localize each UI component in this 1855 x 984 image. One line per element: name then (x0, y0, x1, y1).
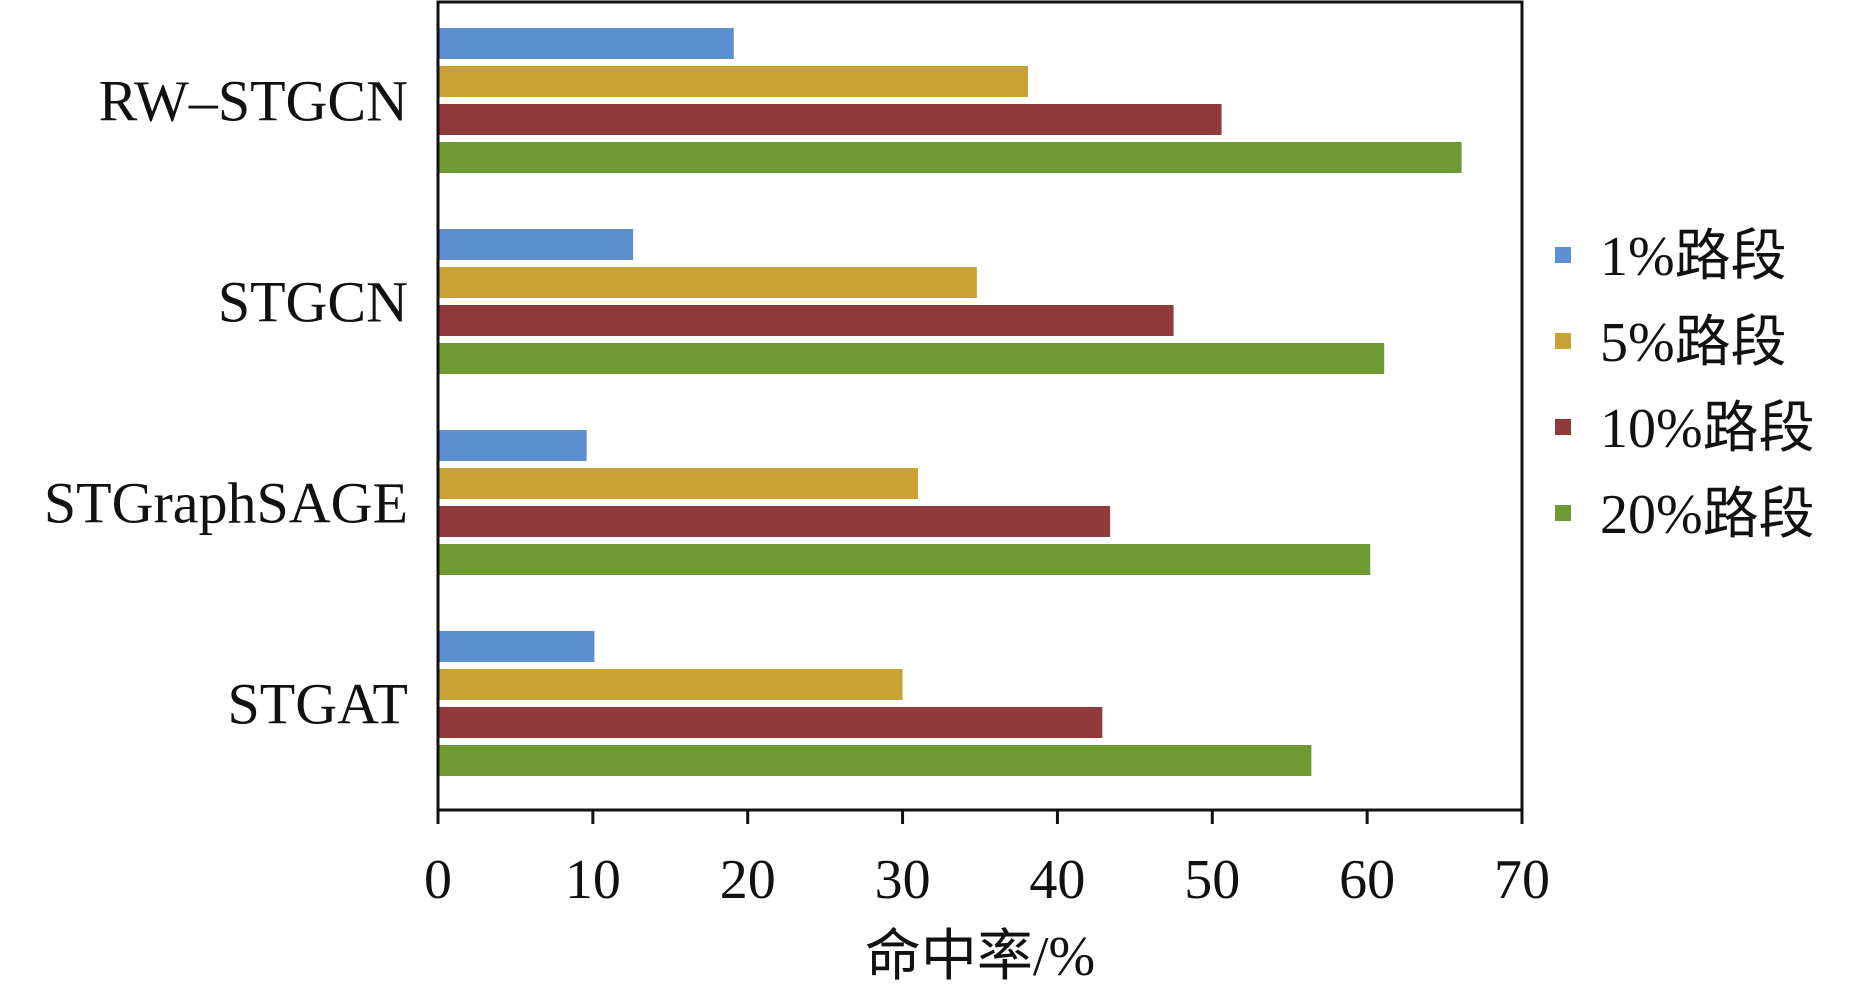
legend-swatch (1555, 247, 1571, 263)
bar-stgcn-series-4 (438, 343, 1385, 374)
bar-stgcn-series-2 (438, 267, 977, 298)
bar-rw-stgcn-series-2 (438, 66, 1029, 97)
legend-label: 20%路段 (1600, 484, 1815, 546)
x-tick-label: 40 (1029, 849, 1085, 911)
bar-stgat-series-2 (438, 669, 903, 700)
bar-rw-stgcn-series-3 (438, 104, 1222, 135)
legend-label: 10%路段 (1600, 398, 1815, 460)
bar-stgat-series-3 (438, 707, 1103, 738)
bar-stgat-series-1 (438, 631, 595, 662)
category-label: STGCN (218, 270, 408, 335)
category-label: RW–STGCN (99, 69, 408, 134)
x-tick-label: 60 (1339, 849, 1395, 911)
bar-stgcn-series-1 (438, 229, 634, 260)
legend-swatch (1555, 505, 1571, 521)
bar-stgcn-series-3 (438, 305, 1174, 336)
bar-stgraphsage-series-3 (438, 506, 1111, 537)
x-axis-title: 命中率/% (865, 926, 1095, 984)
bar-rw-stgcn-series-4 (438, 142, 1462, 173)
legend-label: 5%路段 (1600, 312, 1787, 374)
bar-stgat-series-4 (438, 745, 1312, 776)
category-label: STGraphSAGE (44, 471, 408, 536)
legend: 1%路段 5%路段 10%路段 20%路段 (1555, 226, 1815, 546)
bar-rw-stgcn-series-1 (438, 28, 734, 59)
x-tick-label: 20 (720, 849, 776, 911)
x-tick-label: 70 (1494, 849, 1550, 911)
bar-stgraphsage-series-1 (438, 430, 587, 461)
legend-swatch (1555, 419, 1571, 435)
bar-stgraphsage-series-4 (438, 544, 1371, 575)
bar-stgraphsage-series-2 (438, 468, 919, 499)
x-tick-label: 50 (1184, 849, 1240, 911)
y-axis: RW–STGCN STGCN STGraphSAGE STGAT (44, 69, 408, 737)
x-tick-label: 30 (875, 849, 931, 911)
x-tick-label: 10 (565, 849, 621, 911)
category-label: STGAT (228, 672, 408, 737)
bars-layer (438, 28, 1462, 776)
x-axis: 0 10 20 30 40 50 60 70 (424, 810, 1550, 911)
legend-swatch (1555, 333, 1571, 349)
legend-label: 1%路段 (1600, 226, 1787, 288)
x-tick-label: 0 (424, 849, 452, 911)
plot-frame (436, 0, 1524, 812)
